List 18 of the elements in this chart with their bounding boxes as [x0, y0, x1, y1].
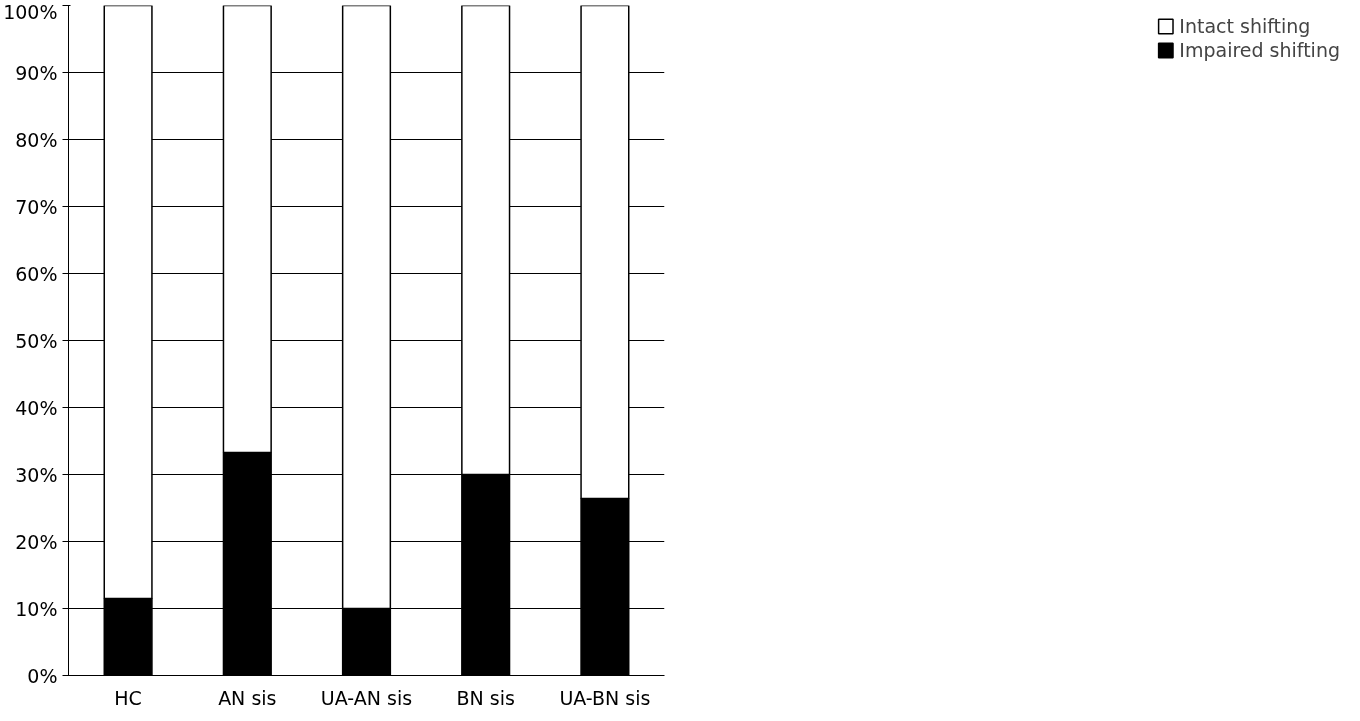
y-tick-label: 80%: [15, 128, 58, 151]
legend-label: Impaired shifting: [1179, 39, 1340, 61]
legend-label: Intact shifting: [1179, 15, 1311, 37]
y-tick-label: 30%: [15, 463, 58, 486]
y-tick-label: 50%: [15, 329, 58, 352]
x-tick-label: BN sis: [456, 686, 515, 709]
x-tick-label: UA-BN sis: [559, 686, 651, 709]
y-tick-label: 0%: [27, 664, 58, 687]
x-tick-label: AN sis: [218, 686, 277, 709]
x-tick-label: UA-AN sis: [320, 686, 413, 709]
y-tick-label: 40%: [15, 396, 58, 419]
x-tick-label: HC: [114, 686, 142, 709]
y-tick-label: 90%: [15, 61, 58, 84]
y-tick-label: 10%: [15, 597, 58, 620]
y-tick-label: 100%: [3, 0, 58, 23]
y-tick-label: 60%: [15, 262, 58, 285]
y-tick-label: 20%: [15, 530, 58, 553]
y-tick-label: 70%: [15, 195, 58, 218]
